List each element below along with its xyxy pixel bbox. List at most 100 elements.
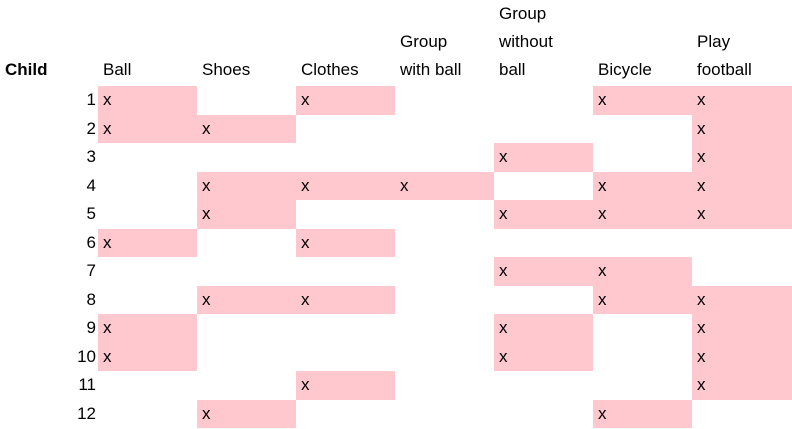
table-cell-ball [98,257,197,286]
column-header-group-without-ball: Group without ball [494,0,593,86]
column-header-line: Ball [103,60,132,79]
column-header-line: Bicycle [598,60,652,79]
table-cell-ball: x [98,114,197,143]
table-cell-ball [98,200,197,229]
table-cell-ball [98,371,197,400]
table-cell-group-with-ball [395,314,494,343]
table-cell-group-with-ball [395,143,494,172]
table-cell-clothes [296,314,395,343]
table-cell-shoes: x [197,171,296,200]
table-cell-clothes [296,115,395,144]
column-header-line: Group [400,32,448,51]
table-cell-bicycle [593,229,692,258]
table-cell-shoes: x [197,114,296,143]
table-cell-play-football [692,257,792,286]
table-cell-group-without-ball [494,371,593,400]
table-cell-bicycle [593,314,692,343]
child-number: 6 [86,232,96,252]
table-cell-shoes [197,229,296,258]
table-cell-ball [98,286,197,315]
table-cell-shoes [197,86,296,115]
table-cell-ball [98,143,197,172]
child-number: 12 [77,403,96,423]
table-cell-group-with-ball [395,286,494,315]
column-header-line: with ball [400,60,462,79]
table-cell-play-football: x [692,86,792,115]
child-number: 2 [86,118,96,138]
column-header-group-with-ball: Group with ball [395,0,494,86]
table-cell-shoes: x [197,200,296,229]
table-cell-clothes [296,143,395,172]
table-cell-clothes [296,257,395,286]
table-cell-group-without-ball [494,229,593,258]
column-header-clothes: Clothes [296,0,395,86]
table-cell-group-without-ball [494,286,593,315]
table-cell-bicycle: x [593,257,692,286]
child-number: 10 [77,346,96,366]
table-cell-group-with-ball [395,229,494,258]
table-cell-clothes: x [296,171,395,200]
column-header-line: Shoes [202,60,251,79]
table-cell-group-with-ball [395,200,494,229]
table-cell-bicycle: x [593,171,692,200]
column-header-shoes: Shoes [197,0,296,86]
column-header-line: football [697,60,752,79]
table-cell-shoes [197,143,296,172]
column-header-play-football: Play football [692,0,792,86]
table-cell-bicycle: x [593,285,692,314]
table-cell-clothes [296,343,395,372]
table-cell-play-football: x [692,171,792,200]
table-cell-group-with-ball [395,86,494,115]
table-cell-bicycle: x [593,200,692,229]
child-number: 1 [86,90,96,109]
table-cell-clothes: x [296,371,395,400]
column-header-line: ball [499,60,526,79]
table-cell-group-with-ball [395,343,494,372]
table-cell-play-football: x [692,200,792,229]
column-header-line: Clothes [301,60,359,79]
table-cell-group-without-ball [494,86,593,115]
table-cell-play-football [692,400,792,429]
table-cell-play-football: x [692,285,792,314]
table-cell-play-football [692,229,792,258]
table-cell-shoes: x [197,399,296,428]
table-cell-play-football: x [692,371,792,400]
table-cell-shoes [197,314,296,343]
child-number: 8 [86,289,96,309]
table-cell-bicycle: x [593,399,692,428]
table-cell-group-without-ball: x [494,200,593,229]
child-number: 4 [86,175,96,195]
table-cell-group-without-ball: x [494,143,593,172]
table-cell-group-with-ball: x [395,171,494,200]
child-number: 3 [86,147,96,166]
table-cell-group-without-ball: x [494,257,593,286]
table-cell-bicycle [593,371,692,400]
table-cell-play-football: x [692,314,792,343]
child-number: 5 [86,204,96,223]
child-number: 11 [78,375,96,394]
table-cell-shoes [197,343,296,372]
table-cell-shoes: x [197,285,296,314]
table-cell-play-football: x [692,114,792,143]
table-cell-group-without-ball [494,172,593,201]
table-cell-group-with-ball [395,115,494,144]
table-cell-group-without-ball: x [494,314,593,343]
table-cell-bicycle [593,115,692,144]
table-cell-bicycle [593,143,692,172]
table-cell-ball [98,400,197,429]
table-cell-ball: x [98,342,197,371]
table-cell-ball: x [98,228,197,257]
table-cell-clothes: x [296,228,395,257]
table-cell-group-without-ball [494,115,593,144]
table-cell-ball: x [98,86,197,115]
column-header-line: without [499,32,553,51]
child-number: 7 [86,261,96,280]
table-cell-play-football: x [692,143,792,172]
table-cell-group-with-ball [395,257,494,286]
table-cell-ball: x [98,314,197,343]
table-cell-bicycle [593,343,692,372]
table-cell-clothes: x [296,86,395,115]
table-cell-group-with-ball [395,371,494,400]
table-cell-group-with-ball [395,400,494,429]
table-cell-play-football: x [692,342,792,371]
